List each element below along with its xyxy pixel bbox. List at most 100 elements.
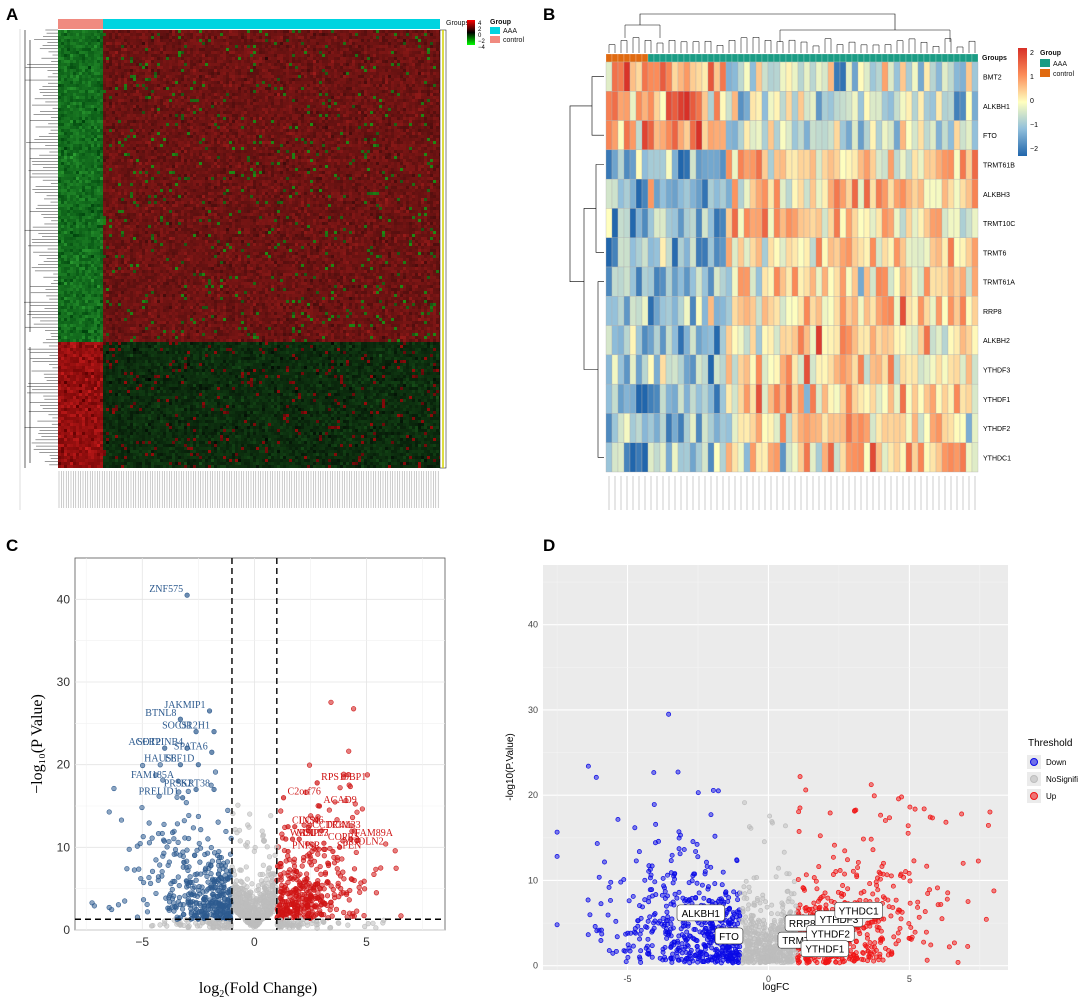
panel-letter-b: B: [543, 5, 555, 24]
heatmap-b-groups-label: Groups: [982, 55, 1007, 62]
volcano-d-legend-title: Threshold: [1028, 738, 1072, 749]
volcano-c-gene-label: C2orf76: [288, 787, 321, 798]
heatmap-b-column-labels: [609, 476, 975, 510]
volcano-c-gene-label: KRT38: [181, 778, 210, 789]
volcano-c-gene-label: PNISR: [292, 840, 321, 851]
heatmap-b-gene-label: TRMT6: [983, 250, 1006, 257]
heatmap-b-legend-control: control: [1053, 71, 1074, 78]
volcano-d-ytick: 0: [533, 961, 538, 971]
legend-nosig-marker: [1031, 776, 1038, 783]
volcano-c-labeled-point: [207, 709, 212, 714]
heatmap-b-gene-label: ALKBH1: [983, 104, 1010, 111]
panel-letter-c: C: [6, 536, 18, 555]
heatmap-b-gene-label: TRMT61A: [983, 280, 1015, 287]
volcano-c-ytick: 20: [57, 758, 71, 772]
heatmap-b-colorbar: [1018, 48, 1027, 156]
heatmap-b-gene-label: YTHDC1: [983, 455, 1011, 462]
volcano-c-labeled-point: [317, 804, 322, 809]
volcano-c-ytick: 10: [57, 840, 71, 854]
panel-letter-a: A: [6, 5, 18, 24]
heatmap-a-colorbar-ticks: 420−2−4: [478, 21, 486, 51]
volcano-c-labeled-point: [281, 795, 286, 800]
heatmap-b-gene-label: ALKBH2: [983, 338, 1010, 345]
volcano-d-legend-down: Down: [1046, 758, 1066, 767]
heatmap-b-legend-title: Group: [1040, 50, 1061, 57]
volcano-d-legend-nosig: NoSignifi: [1046, 775, 1078, 784]
volcano-d-plot-area: [543, 565, 1008, 970]
volcano-d-gene-label: YTHDF1: [801, 941, 849, 957]
volcano-d-gene-label: FTO: [715, 928, 743, 944]
volcano-c-labeled-point: [315, 781, 320, 786]
volcano-c-gene-label: RPS19BP1: [321, 772, 366, 783]
heatmap-b-gene-label: FTO: [983, 133, 997, 140]
heatmap-a-row-dendrogram: [24, 30, 58, 468]
volcano-d-gene-label: YTHDF2: [807, 925, 855, 941]
volcano-c-gene-label: EEF1D: [164, 754, 194, 765]
volcano-c-ytick: 0: [63, 923, 70, 937]
heatmap-a-legend-control-swatch: [490, 36, 500, 43]
heatmap-b-gene-label: YTHDF3: [983, 368, 1010, 375]
volcano-c-labeled-point: [209, 750, 214, 755]
heatmap-b-scale-tick: 2: [1030, 50, 1034, 57]
volcano-c-gene-label: CUL7: [303, 828, 328, 839]
volcano-c-xtick: 0: [251, 935, 258, 949]
volcano-c-gene-label: PRELID1: [139, 787, 179, 798]
heatmap-a-colorbar: [467, 20, 475, 45]
heatmap-b-cells: [606, 62, 978, 472]
panel-c-volcano: ZNF575JAKMIP1BTNL8SOCS1OR2H1ACOT2SERPINB…: [29, 558, 445, 1000]
volcano-c-gene-label: SPEN: [337, 840, 361, 851]
heatmap-b-gene-label: TRMT10C: [983, 221, 1015, 228]
volcano-c-xlabel: log2(Fold Change): [199, 980, 317, 1000]
heatmap-b-scale-tick: −2: [1030, 146, 1038, 153]
volcano-c-labeled-point: [212, 729, 217, 734]
heatmap-a-aaa-bar: [103, 19, 440, 29]
heatmap-b-row-dendrogram: [570, 77, 604, 458]
legend-down-marker: [1031, 759, 1038, 766]
heatmap-b-group-bar: [606, 54, 978, 62]
volcano-c-gene-label: ACAD9: [323, 795, 356, 806]
panel-letter-d: D: [543, 536, 555, 555]
volcano-c-ytick: 30: [57, 675, 71, 689]
heatmap-b-scale-tick: 1: [1030, 74, 1034, 81]
panel-d-volcano: ALKBH1FTORRP8TRMT61AYTHDF3YTHDC1YTHDF2YT…: [505, 565, 1078, 993]
heatmap-a-legend-control: control: [503, 37, 524, 44]
heatmap-b-gene-label: YTHDF1: [983, 397, 1010, 404]
volcano-c-ylabel: −log₁₀(P Value): [29, 694, 46, 794]
heatmap-b-gene-label: ALKBH3: [983, 192, 1010, 199]
volcano-c-gene-label: OR2H1: [179, 721, 210, 732]
heatmap-b-gene-label: YTHDF2: [983, 426, 1010, 433]
volcano-d-ytick: 40: [528, 620, 538, 630]
heatmap-b-colorbar-ticks: 2 1 0 −1 −2: [1030, 50, 1038, 153]
volcano-c-xtick: 5: [363, 935, 370, 949]
volcano-c-labeled-point: [331, 849, 336, 854]
heatmap-a-legend-aaa: AAA: [503, 28, 517, 35]
volcano-c-ytick: 40: [57, 592, 71, 606]
volcano-d-gene-label: ALKBH1: [677, 905, 725, 921]
volcano-d-ytick: 20: [528, 790, 538, 800]
volcano-c-xtick: −5: [135, 935, 149, 949]
volcano-c-labeled-point: [322, 841, 327, 846]
volcano-c-gene-label: SPATA6: [174, 741, 208, 752]
panel-a-heatmap: Groups 420−2−4 Group AAA control: [20, 19, 524, 510]
volcano-d-ytick: 10: [528, 875, 538, 885]
heatmap-a-scale-tick: −4: [478, 45, 486, 51]
heatmap-b-gene-label: TRMT61B: [983, 163, 1015, 170]
heatmap-b-legend-aaa: AAA: [1053, 61, 1067, 68]
volcano-c-labeled-point: [286, 849, 291, 854]
heatmap-b-gene-label: RRP8: [983, 309, 1002, 316]
heatmap-b-scale-tick: −1: [1030, 122, 1038, 129]
heatmap-b-scale-tick: 0: [1030, 98, 1034, 105]
volcano-c-labeled-point: [212, 787, 217, 792]
heatmap-b-gene-label: BMT2: [983, 75, 1002, 82]
volcano-c-labeled-point: [180, 795, 185, 800]
volcano-c-labeled-point: [283, 837, 288, 842]
volcano-c-gene-label: BTNL8: [145, 708, 176, 719]
volcano-d-legend-up: Up: [1046, 792, 1057, 801]
volcano-d-xtick: 5: [907, 974, 912, 984]
volcano-c-labeled-point: [185, 593, 190, 598]
volcano-d-ytick: 30: [528, 705, 538, 715]
volcano-d-gene-label: YTHDC1: [835, 902, 883, 918]
figure: A B C D Groups 420−2−4 Group AAA control…: [0, 0, 1084, 1005]
heatmap-a-control-bar: [58, 19, 103, 29]
volcano-d-legend: Threshold Down NoSignifi Up: [1027, 738, 1078, 803]
